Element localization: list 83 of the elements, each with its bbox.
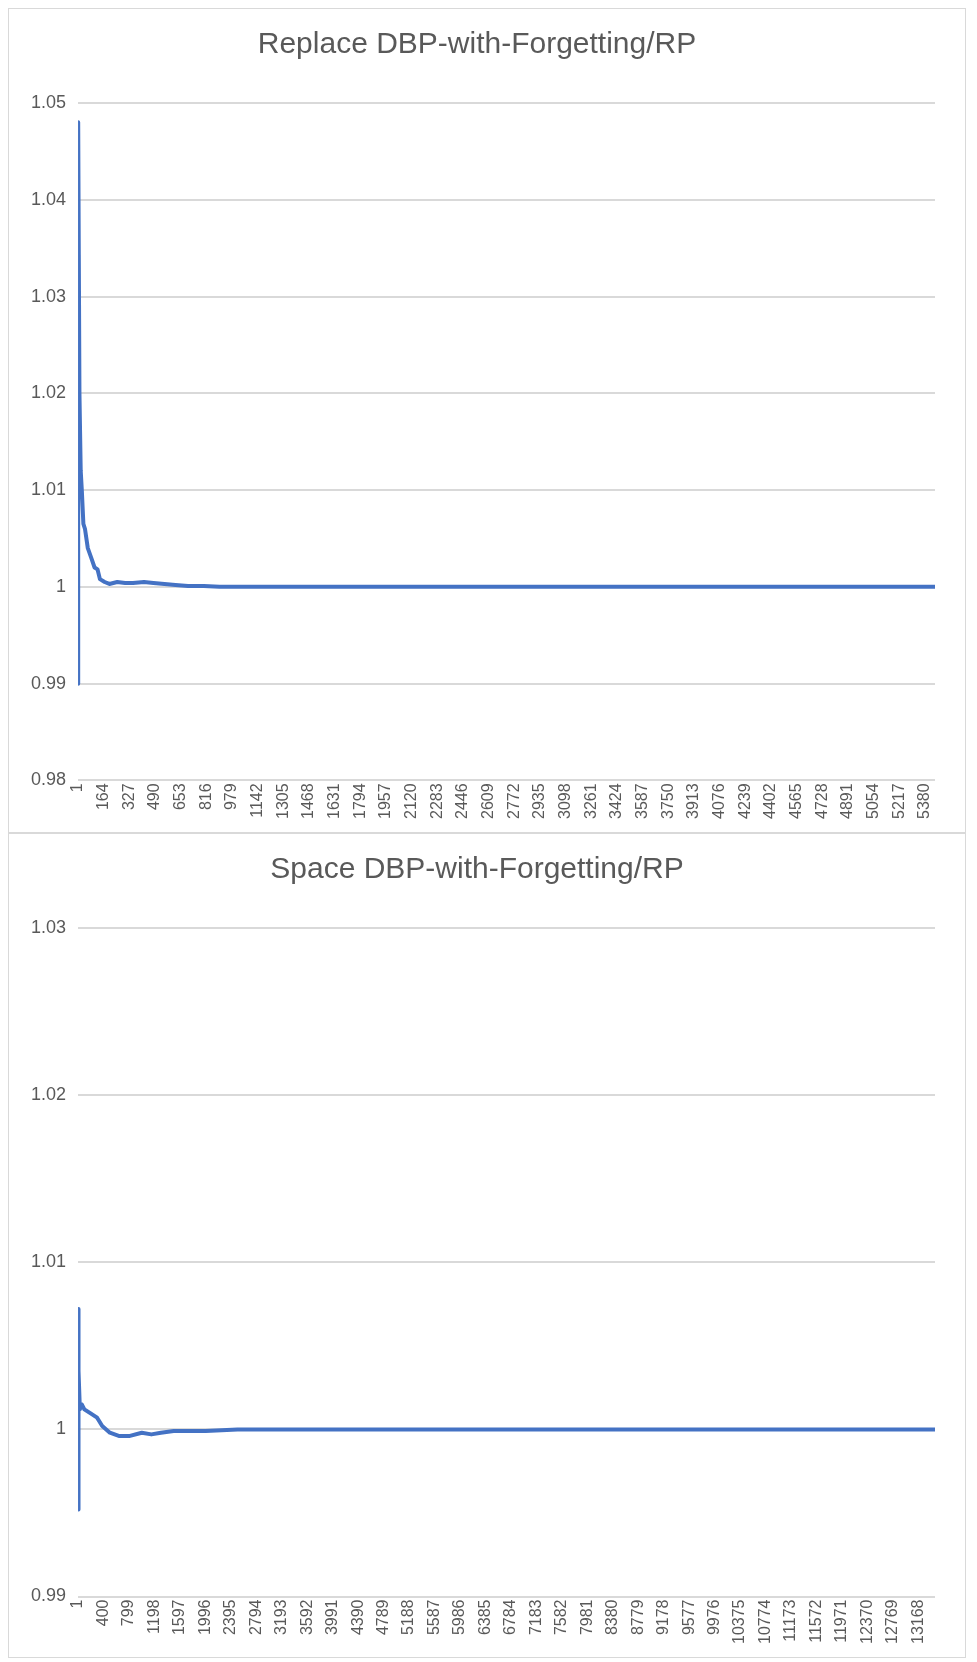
x-tick-label: 11971	[832, 1599, 850, 1643]
x-tick-label: 3592	[297, 1599, 315, 1636]
x-tick-label: 12769	[883, 1599, 901, 1645]
y-tick-label: 1.03	[30, 916, 67, 937]
chart-title: Space DBP-with-Forgetting/RP	[270, 851, 684, 885]
x-tick-label: 8380	[603, 1599, 621, 1636]
x-tick-label: 5054	[864, 783, 881, 819]
x-tick-label: 2935	[530, 783, 548, 819]
y-tick-label: 1	[56, 575, 67, 596]
x-tick-label: 2395	[221, 1599, 239, 1636]
x-tick-label: 1	[68, 783, 86, 793]
x-tick-label: 5188	[399, 1599, 417, 1636]
x-tick-label: 1597	[170, 1599, 188, 1636]
x-tick-label: 9178	[654, 1599, 672, 1636]
x-tick-label: 4891	[838, 783, 856, 819]
x-tick-label: 3750	[658, 783, 676, 819]
x-tick-label: 979	[222, 783, 240, 811]
x-tick-label: 10774	[755, 1599, 773, 1645]
x-tick-label: 2794	[246, 1599, 264, 1636]
x-tick-label: 10375	[730, 1599, 748, 1645]
y-tick-label: 1.02	[30, 1084, 67, 1105]
x-tick-label: 2609	[479, 783, 497, 819]
x-tick-label: 9976	[704, 1599, 722, 1636]
x-tick-label: 400	[93, 1599, 111, 1627]
y-tick-label: 0.99	[30, 672, 67, 693]
x-tick-label: 7582	[552, 1599, 570, 1636]
y-tick-label: 1	[56, 1418, 67, 1439]
x-tick-label: 653	[171, 783, 189, 811]
x-tick-label: 3587	[633, 783, 651, 819]
x-tick-label: 11173	[781, 1599, 799, 1642]
x-tick-label: 3098	[556, 783, 574, 819]
y-tick-label: 1.02	[30, 382, 67, 403]
x-tick-label: 4076	[710, 783, 728, 819]
x-tick-label: 1794	[350, 783, 368, 819]
x-tick-label: 5380	[915, 783, 933, 819]
x-tick-label: 3913	[684, 783, 702, 819]
y-tick-label: 1.01	[30, 1251, 67, 1272]
x-tick-label: 4402	[761, 783, 779, 819]
x-tick-label: 2446	[453, 783, 471, 819]
x-tick-label: 3261	[581, 783, 599, 819]
x-tick-label: 327	[119, 783, 137, 811]
x-tick-label: 3193	[272, 1599, 290, 1636]
x-tick-label: 1	[68, 1599, 86, 1609]
x-tick-label: 1305	[273, 783, 291, 819]
y-tick-label: 1.04	[30, 188, 67, 209]
x-tick-label: 7183	[526, 1599, 544, 1636]
x-tick-label: 1996	[195, 1599, 213, 1636]
x-tick-label: 5217	[889, 783, 907, 819]
x-tick-label: 4390	[348, 1599, 366, 1636]
x-tick-label: 816	[196, 783, 214, 811]
y-tick-label: 0.98	[30, 769, 67, 790]
x-tick-label: 4789	[373, 1599, 391, 1636]
y-tick-label: 1.05	[30, 91, 67, 112]
x-tick-label: 3991	[323, 1599, 341, 1636]
x-tick-label: 13168	[908, 1599, 926, 1645]
x-tick-label: 164	[94, 783, 112, 811]
x-tick-label: 4565	[787, 783, 805, 819]
x-tick-label: 3424	[607, 783, 625, 819]
y-tick-label: 1.01	[30, 479, 67, 500]
x-tick-label: 6784	[501, 1599, 519, 1636]
x-tick-label: 9577	[679, 1599, 697, 1636]
x-tick-label: 5986	[450, 1599, 468, 1636]
x-tick-label: 1631	[325, 783, 343, 819]
x-tick-label: 6385	[475, 1599, 493, 1636]
y-tick-label: 0.99	[30, 1585, 67, 1606]
x-tick-label: 8779	[628, 1599, 646, 1636]
x-tick-label: 12370	[857, 1599, 875, 1645]
x-tick-label: 4239	[735, 783, 753, 819]
x-tick-label: 2772	[504, 783, 522, 819]
x-tick-label: 1957	[376, 783, 394, 819]
x-tick-label: 4728	[812, 783, 830, 819]
x-tick-label: 799	[119, 1599, 137, 1627]
x-tick-label: 2283	[427, 783, 445, 819]
x-tick-label: 1142	[248, 783, 266, 818]
y-tick-label: 1.03	[30, 285, 67, 306]
x-tick-label: 1198	[144, 1599, 162, 1634]
chart-title: Replace DBP-with-Forgetting/RP	[257, 26, 697, 60]
x-tick-label: 2120	[402, 783, 420, 819]
x-tick-label: 490	[145, 783, 163, 811]
x-tick-label: 7981	[577, 1599, 595, 1636]
x-tick-label: 11572	[806, 1599, 824, 1643]
x-tick-label: 5587	[424, 1599, 442, 1636]
x-tick-label: 1468	[299, 783, 317, 819]
